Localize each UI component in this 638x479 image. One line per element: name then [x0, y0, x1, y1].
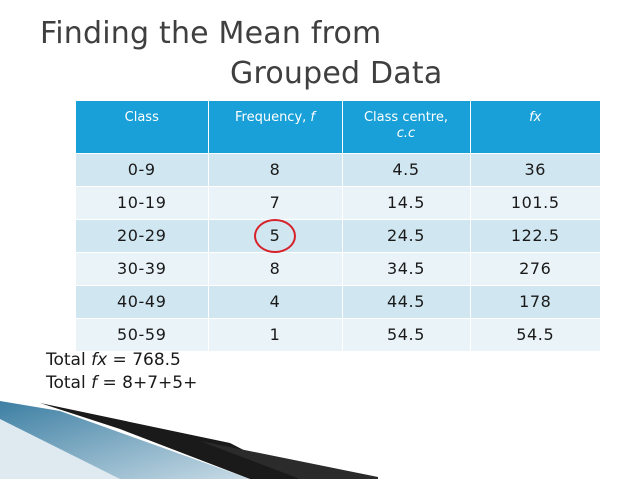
swoosh-dark-band — [40, 403, 300, 479]
cell-fx: 36 — [470, 152, 600, 186]
cell-fx: 122.5 — [470, 218, 600, 252]
table-row: 0-9 8 4.5 36 — [76, 152, 600, 186]
cell-class-centre: 4.5 — [342, 152, 471, 186]
grouped-data-table: Class Frequency, f Class centre, c.c fx 0… — [76, 101, 600, 351]
total-fx-line: Total fx = 768.5 — [46, 350, 181, 370]
cell-class-centre: 54.5 — [342, 317, 471, 351]
cell-class-centre: 14.5 — [342, 185, 471, 219]
slide-title-line-2: Grouped Data — [230, 56, 443, 91]
decorative-swoosh — [0, 401, 378, 479]
cell-class: 0-9 — [76, 152, 209, 186]
cell-class-centre: 44.5 — [342, 284, 471, 318]
table-row: 20-29 5 24.5 122.5 — [76, 218, 600, 253]
cell-class-centre: 34.5 — [342, 251, 471, 285]
cell-frequency: 8 — [208, 152, 343, 186]
cell-class-centre: 24.5 — [342, 218, 471, 252]
table-row: 50-59 1 54.5 54.5 — [76, 317, 600, 351]
red-circle-annotation — [254, 218, 296, 253]
table-row: 30-39 8 34.5 276 — [76, 251, 600, 285]
swoosh-dark-tail — [200, 441, 378, 479]
cell-class: 10-19 — [76, 185, 209, 219]
table-row: 10-19 7 14.5 101.5 — [76, 185, 600, 219]
table-header-row: Class Frequency, f Class centre, c.c fx — [76, 101, 600, 153]
header-fx: fx — [470, 101, 600, 153]
cell-fx: 101.5 — [470, 185, 600, 219]
cell-frequency: 1 — [208, 317, 343, 351]
cell-class: 40-49 — [76, 284, 209, 318]
totals-text: Total fx = 768.5 Total f = 8+7+5+ — [46, 349, 197, 395]
cell-class: 20-29 — [76, 218, 209, 252]
cell-frequency: 7 — [208, 185, 343, 219]
header-frequency: Frequency, f — [208, 101, 343, 153]
table-row: 40-49 4 44.5 178 — [76, 284, 600, 318]
cell-class: 30-39 — [76, 251, 209, 285]
cell-class: 50-59 — [76, 317, 209, 351]
header-class-centre: Class centre, c.c — [342, 101, 471, 153]
cell-frequency: 8 — [208, 251, 343, 285]
cell-frequency: 4 — [208, 284, 343, 318]
swoosh-blue-band — [0, 401, 250, 479]
cell-frequency-highlighted: 5 — [208, 218, 343, 253]
header-class: Class — [76, 101, 209, 153]
slide-title: Finding the Mean from Grouped Data — [40, 14, 600, 94]
cell-fx: 178 — [470, 284, 600, 318]
total-f-line: Total f = 8+7+5+ — [46, 373, 198, 393]
slide-title-line-1: Finding the Mean from — [40, 16, 382, 51]
cell-fx: 276 — [470, 251, 600, 285]
cell-fx: 54.5 — [470, 317, 600, 351]
